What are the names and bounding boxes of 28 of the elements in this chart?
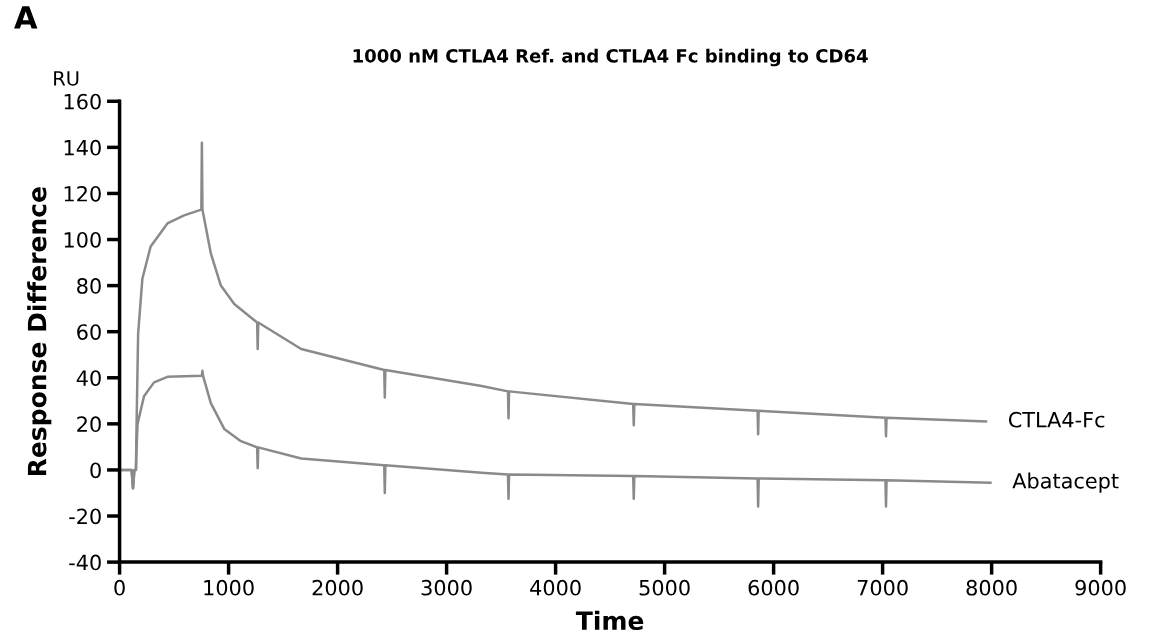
text: RU [54, 71, 79, 86]
series-label: Abatacept [1012, 472, 1119, 493]
y-tick-label: 140 [64, 139, 101, 156]
x-tick-label: 8000 [966, 579, 1017, 596]
x-tick-label: 0 [114, 579, 125, 596]
x-tick-label: 3000 [421, 579, 472, 596]
y-tick-label: 80 [77, 278, 101, 294]
y-tick-label: 120 [64, 185, 101, 202]
chart-title: 1000 nM CTLA4 Ref. and CTLA4 Fc binding to CD64 [353, 48, 868, 67]
y-tick-label: 40 [76, 370, 101, 386]
y-tick-label: 60 [77, 324, 101, 340]
x-tick-label: 5000 [639, 579, 690, 596]
x-tick-label: 4000 [530, 579, 581, 596]
series-label: CTLA4-Fc [1008, 411, 1105, 428]
y-tick-label: 100 [64, 231, 101, 248]
text: A [14, 6, 38, 29]
y-tick-label: 160 [64, 93, 101, 110]
y-axis-title: Response Difference [27, 187, 52, 476]
x-tick-label: 1000 [204, 579, 254, 596]
x-tick-label: 6000 [748, 579, 799, 596]
x-axis-title: Time [575, 610, 644, 631]
x-tick-label: 2000 [312, 579, 363, 596]
x-tick-label: 7000 [857, 579, 908, 596]
y-tick-label: -40 [69, 554, 101, 571]
x-tick-label: 9000 [1075, 579, 1126, 596]
y-tick-label: -20 [69, 508, 101, 525]
y-tick-label: 20 [77, 416, 101, 433]
y-tick-label: 0 [90, 462, 101, 479]
